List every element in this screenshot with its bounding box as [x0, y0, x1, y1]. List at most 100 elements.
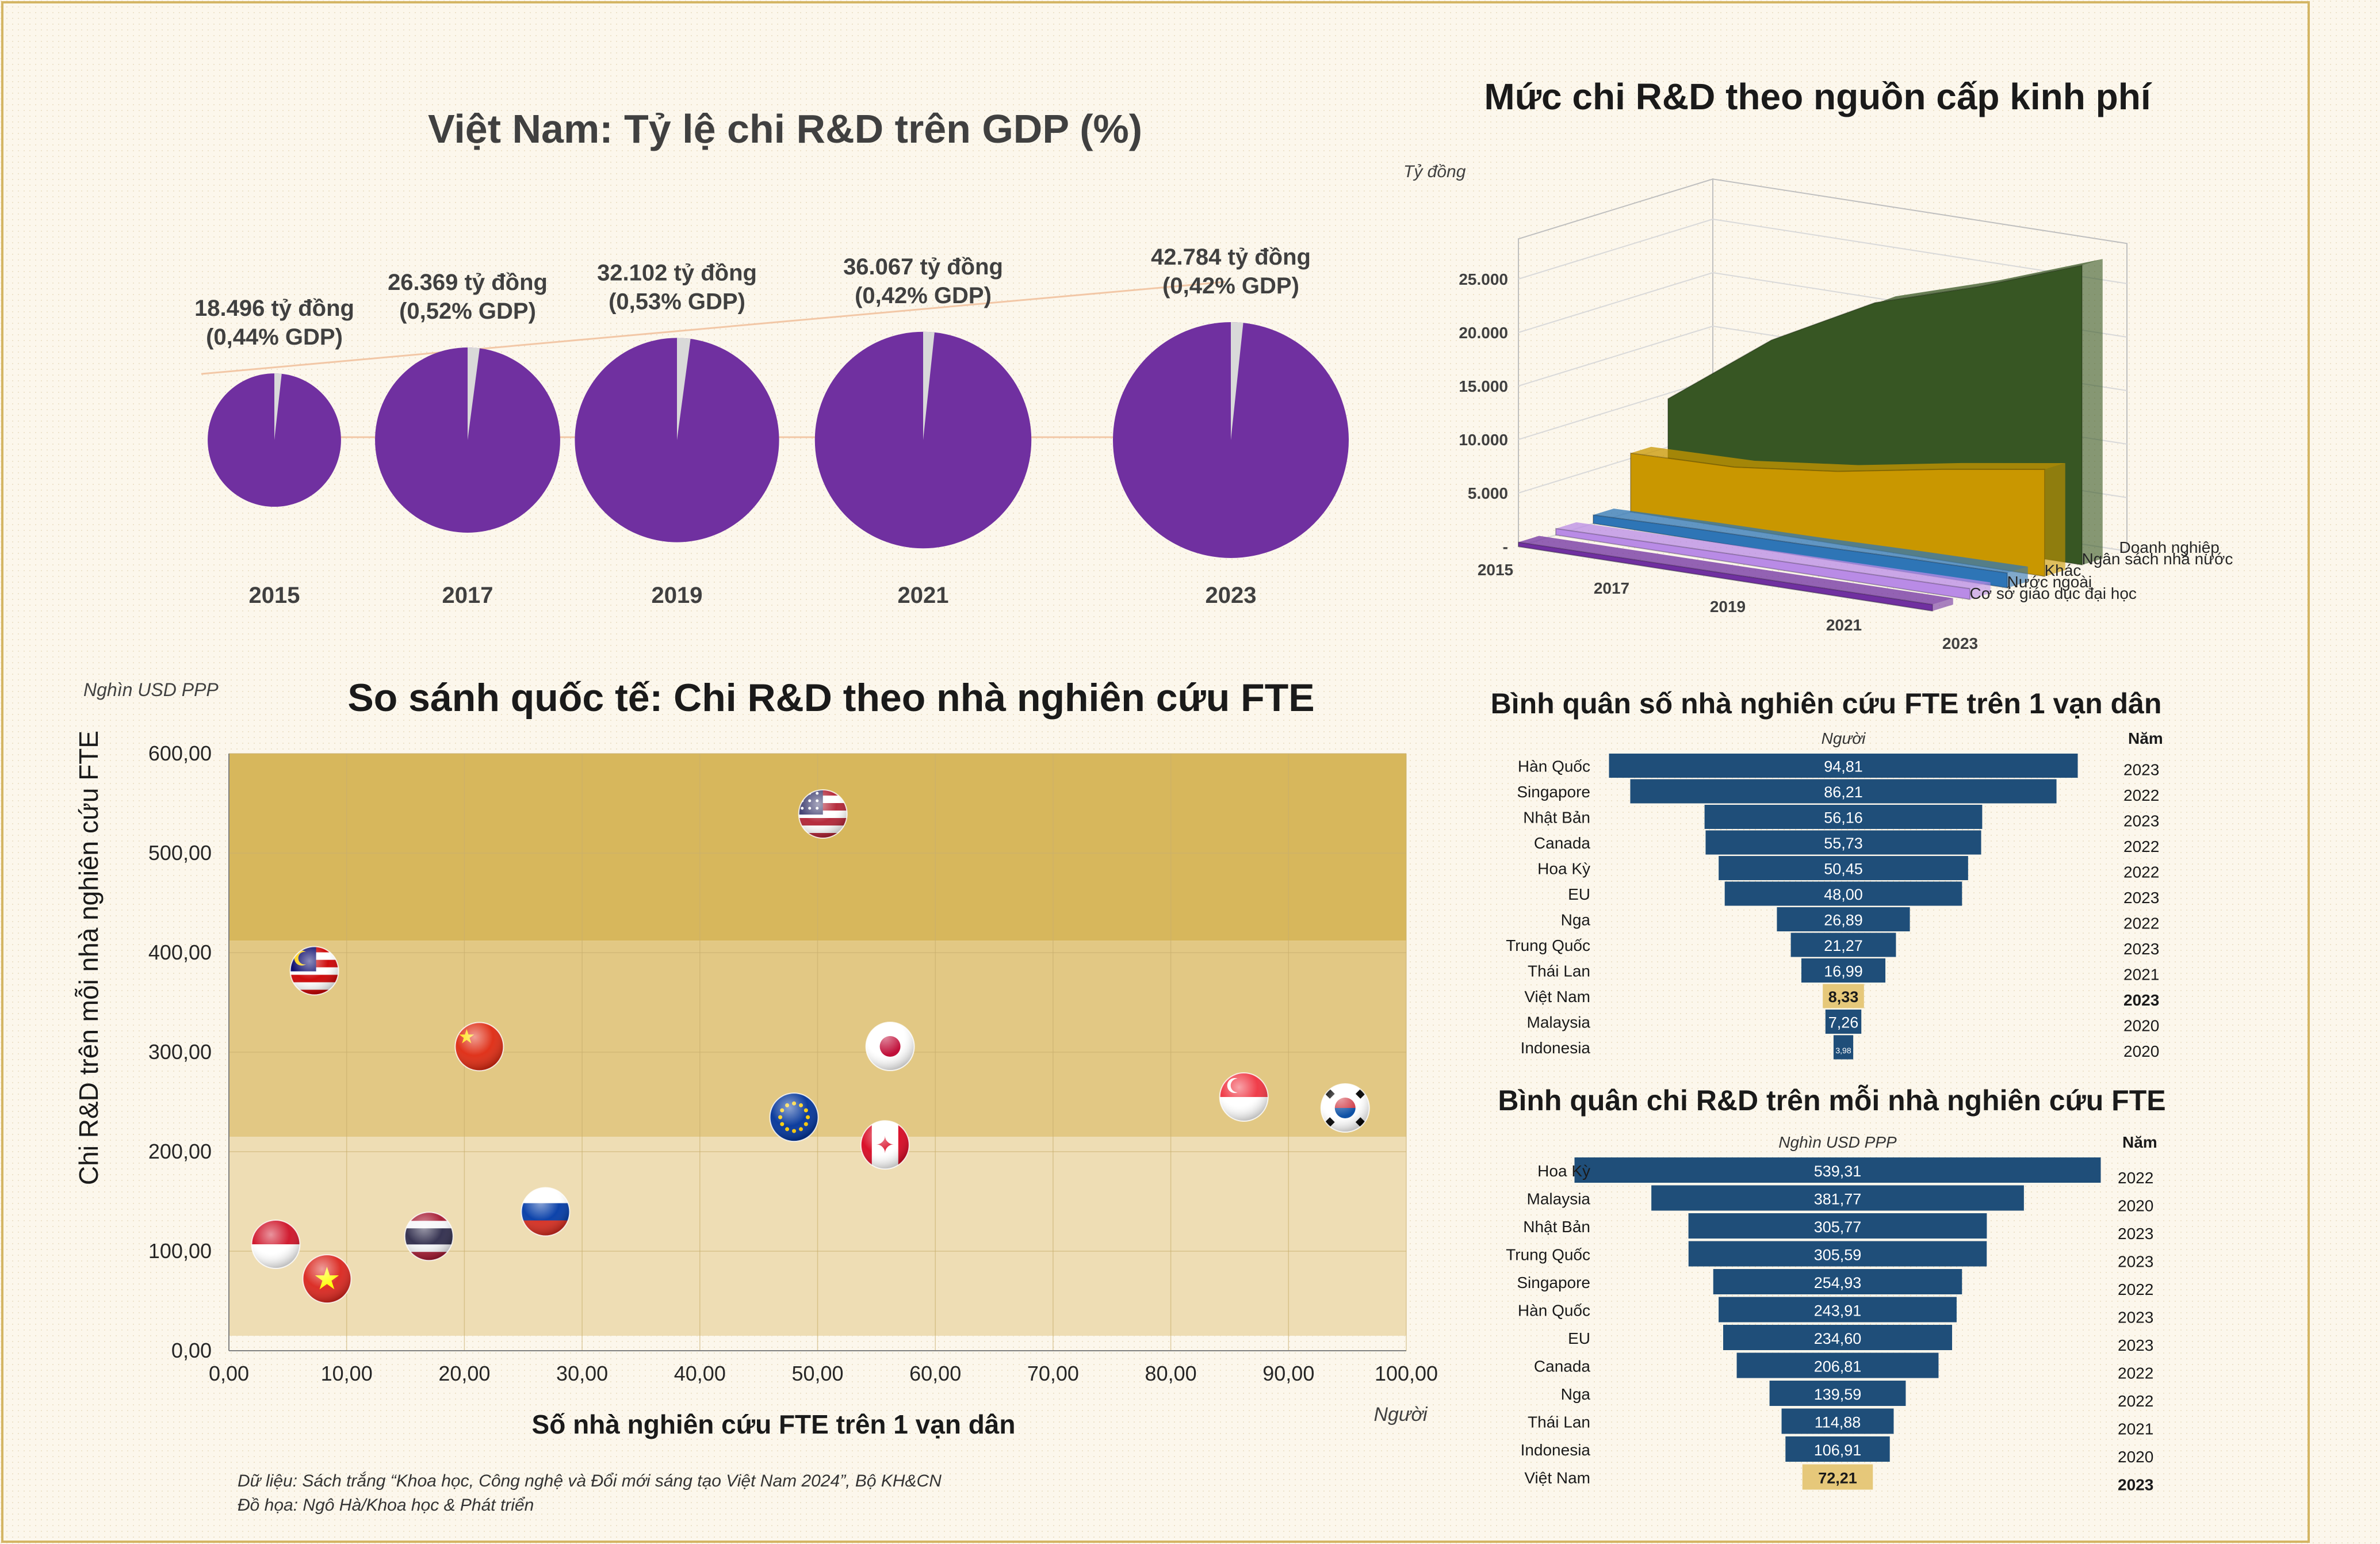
pie-slice	[468, 347, 480, 440]
area-series-label: Nước ngoài	[2007, 573, 2092, 591]
bar-category-label: Nga	[1561, 911, 1591, 929]
bar-year-label: 2023	[2118, 1253, 2153, 1271]
area-y-tick: 10.000	[1459, 431, 1508, 449]
bar-year-label: 2023	[2118, 1309, 2153, 1327]
funding-source-chart: Mức chi R&D theo nguồn cấp kinh phí Tỷ đ…	[1403, 76, 2233, 652]
scatter-x-tick: 90,00	[1262, 1362, 1314, 1385]
area-ribbon-end	[1970, 582, 1991, 599]
bar	[1713, 1269, 1962, 1294]
funding-y-unit: Tỷ đồng	[1403, 162, 1466, 181]
page-frame	[1, 1, 2310, 1543]
bar-category-label: Nhật Bản	[1523, 1218, 1590, 1236]
pie-share-label: (0,44% GDP)	[206, 324, 343, 350]
researcher-density-chart: Bình quân số nhà nghiên cứu FTE trên 1 v…	[1491, 687, 2163, 1060]
pie-year-label: 2023	[1206, 583, 1257, 608]
bar	[1801, 958, 1886, 983]
scatter-x-tick: 10,00	[321, 1362, 373, 1385]
bar-row: Indonesia 3,98 2020	[1521, 1035, 2159, 1060]
bar-row: Indonesia 106,91 2020	[1521, 1436, 2153, 1466]
bar	[1823, 984, 1864, 1008]
area-ribbon-end	[2082, 259, 2103, 565]
bar-year-label: 2022	[2118, 1392, 2153, 1410]
bar1-unit: Người	[1822, 729, 1866, 747]
bar	[1688, 1241, 1987, 1267]
pie-2019: 32.102 tỷ đồng (0,53% GDP) 2019	[575, 260, 779, 608]
spending-per-researcher-chart: Bình quân chi R&D trên mỗi nhà nghiên cứ…	[1498, 1084, 2165, 1494]
area-x-tick: 2023	[1942, 635, 1978, 652]
area-x-tick: 2017	[1594, 579, 1629, 597]
area-gridline	[1518, 218, 2128, 284]
scatter-y-tick: 600,00	[148, 742, 212, 765]
bar-row: Singapore 254,93 2022	[1517, 1269, 2153, 1298]
bar-category-label: Canada	[1534, 834, 1591, 852]
bar-row: Malaysia 7,26 2020	[1527, 1010, 2159, 1035]
bar-category-label: Việt Nam	[1524, 988, 1590, 1006]
pie-amount-label: 26.369 tỷ đồng	[388, 270, 548, 295]
malaysia-flag-icon: Malaysia	[289, 946, 339, 996]
bar-year-label: 2020	[2123, 1042, 2159, 1060]
funding-chart-title: Mức chi R&D theo nguồn cấp kinh phí	[1484, 76, 2152, 117]
scatter-x-tick: 40,00	[674, 1362, 726, 1385]
bar	[1802, 1464, 1873, 1490]
bar-row: Nga 26,89 2022	[1561, 907, 2159, 932]
scatter-y-tick: 200,00	[148, 1140, 212, 1163]
bar-row: Canada 206,81 2022	[1534, 1352, 2153, 1382]
bar-value-label: 139,59	[1814, 1386, 1862, 1403]
pie-2017: 26.369 tỷ đồng (0,52% GDP) 2017	[375, 270, 560, 608]
pie-share-label: (0,53% GDP)	[609, 289, 745, 314]
bar-category-label: Thái Lan	[1528, 1413, 1590, 1431]
pie-amount-label: 42.784 tỷ đồng	[1151, 244, 1311, 270]
pie-year-label: 2017	[442, 583, 493, 608]
bar-year-label: 2020	[2118, 1197, 2153, 1215]
bar-row: Canada 55,73 2022	[1534, 830, 2159, 855]
china-flag-icon: Trung Quốc★	[454, 1022, 504, 1072]
bar-year-label: 2023	[2123, 991, 2159, 1009]
bar-value-label: 8,33	[1828, 988, 1859, 1006]
area-series-1	[1630, 446, 2065, 578]
bar	[1736, 1352, 1939, 1378]
pie-year-label: 2015	[249, 583, 300, 608]
area-y-tick: -	[1503, 538, 1508, 556]
bar1-year-header: Năm	[2128, 729, 2163, 747]
bar-category-label: Nga	[1561, 1385, 1591, 1403]
pie-slice	[1231, 322, 1243, 440]
bar2-title: Bình quân chi R&D trên mỗi nhà nghiên cứ…	[1498, 1084, 2165, 1117]
bar-value-label: 21,27	[1824, 937, 1863, 954]
bar-year-label: 2020	[2118, 1448, 2153, 1466]
area-series-label: Khác	[2045, 561, 2081, 579]
bar-value-label: 86,21	[1824, 784, 1863, 801]
bar-category-label: Việt Nam	[1524, 1469, 1590, 1487]
area-y-tick: 25.000	[1459, 270, 1508, 288]
scatter-x-tick: 60,00	[909, 1362, 961, 1385]
korea-flag-icon: Hàn Quốc	[1320, 1083, 1370, 1133]
bar-value-label: 243,91	[1814, 1302, 1862, 1320]
pie-section-title: Việt Nam: Tỷ lệ chi R&D trên GDP (%)	[428, 106, 1142, 151]
bar-row: Hàn Quốc 243,91 2023	[1518, 1297, 2153, 1327]
bar-year-label: 2022	[2118, 1169, 2153, 1187]
bar	[1719, 1297, 1957, 1323]
bar-year-label: 2023	[2123, 940, 2159, 958]
bar	[1630, 779, 2057, 804]
scatter-x-tick: 20,00	[438, 1362, 490, 1385]
bar-row: Thái Lan 114,88 2021	[1528, 1408, 2153, 1438]
bar	[1704, 805, 1983, 829]
area-ribbon-top	[1556, 522, 1991, 589]
bar-year-label: 2022	[2123, 838, 2159, 855]
vietnam-flag-icon: Việt Nam★	[302, 1254, 352, 1304]
area-x-tick: 2021	[1826, 616, 1862, 634]
bar-value-label: 16,99	[1824, 963, 1863, 980]
pie-slice	[677, 338, 691, 440]
area-ribbon-top	[1631, 446, 2065, 472]
bar-category-label: Hoa Kỳ	[1537, 860, 1590, 878]
us-flag-icon: Hoa Kỳ	[798, 789, 848, 839]
bar-year-label: 2022	[2123, 786, 2159, 804]
bar-row: Thái Lan 16,99 2021	[1528, 958, 2159, 984]
bar-value-label: 234,60	[1814, 1330, 1862, 1347]
bar-value-label: 7,26	[1828, 1014, 1859, 1031]
bar-category-label: Trung Quốc	[1506, 1246, 1590, 1264]
bar	[1781, 1408, 1894, 1434]
pie-year-label: 2021	[898, 583, 949, 608]
bar-category-label: Hoa Kỳ	[1537, 1162, 1590, 1180]
area-ribbon-end	[1933, 598, 1953, 611]
bar-category-label: Malaysia	[1527, 1190, 1591, 1208]
